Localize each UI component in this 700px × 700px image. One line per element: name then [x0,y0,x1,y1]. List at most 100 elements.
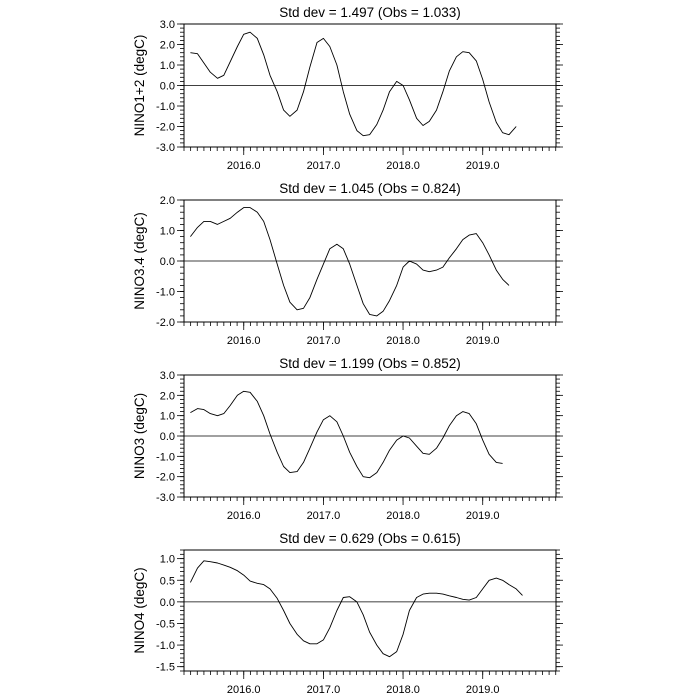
data-point [482,439,483,440]
data-point [309,297,310,298]
x-tick-label: 2018.0 [386,510,420,522]
data-point [429,121,430,122]
data-point [323,419,324,420]
data-point [283,285,284,286]
data-point [263,221,264,222]
y-tick-label: 1.0 [160,226,175,238]
data-point [336,610,337,611]
data-point [436,448,437,449]
data-point [502,463,503,464]
data-point [456,56,457,57]
x-tick-label: 2016.0 [227,160,261,172]
data-point [297,471,298,472]
data-point [269,239,270,240]
panel-title: Std dev = 0.629 (Obs = 0.615) [279,531,461,546]
x-tick-label: 2019.0 [466,160,500,172]
data-point [243,207,244,208]
x-tick-label: 2019.0 [466,684,500,696]
y-tick-label: 3.0 [160,19,175,31]
data-point [416,446,417,447]
data-point [496,270,497,271]
data-point [456,597,457,598]
data-point [303,91,304,92]
data-point [210,72,211,73]
data-point [197,568,198,569]
data-point [402,634,403,635]
data-point [210,561,211,562]
data-point [203,221,204,222]
x-tick-label: 2016.0 [227,684,261,696]
panel-title: Std dev = 1.045 (Obs = 0.824) [279,181,461,196]
data-point [383,462,384,463]
data-point [436,593,437,594]
y-tick-label: 0.0 [160,81,175,93]
data-point [376,124,377,125]
data-point [283,466,284,467]
data-point [316,643,317,644]
data-point [263,584,264,585]
panel-2: Std dev = 1.045 (Obs = 0.824) NINO3.4 (de… [132,181,563,347]
y-tick-label: 1.0 [160,411,175,423]
y-tick-label: -2.0 [156,472,175,484]
x-tick-label: 2017.0 [307,335,341,347]
panel-title: Std dev = 1.199 (Obs = 0.852) [279,356,461,371]
data-point [217,415,218,416]
data-point [369,134,370,135]
data-point [349,596,350,597]
data-point [217,562,218,563]
x-tick-label: 2019.0 [466,510,500,522]
data-point [482,79,483,80]
y-tick-label: 0.0 [160,256,175,268]
data-point [409,99,410,100]
data-point [363,476,364,477]
series-line [190,31,517,137]
data-point [316,42,317,43]
data-point [190,412,191,413]
data-point [323,263,324,264]
data-point [343,91,344,92]
data-point [250,392,251,393]
data-point [429,593,430,594]
data-point [356,130,357,131]
y-tick-label: 0.5 [160,575,175,587]
y-tick-label: -1.0 [156,451,175,463]
data-point [269,588,270,589]
data-point [190,236,191,237]
data-point [356,466,357,467]
data-point [383,110,384,111]
data-point [289,302,290,303]
data-point [336,421,337,422]
data-point [277,263,278,264]
data-point [250,32,251,33]
data-point [223,413,224,414]
data-point [502,580,503,581]
data-point [316,279,317,280]
data-point [476,597,477,598]
data-point [329,627,330,628]
data-point [223,565,224,566]
data-point [237,395,238,396]
data-point [496,462,497,463]
data-point [329,415,330,416]
data-point [303,462,304,463]
data-point [277,91,278,92]
y-tick-label: 3.0 [160,370,175,382]
data-point [190,582,191,583]
data-point [389,450,390,451]
data-point [508,134,509,135]
data-point [476,60,477,61]
data-point [502,279,503,280]
data-point [522,595,523,596]
data-point [429,454,430,455]
data-point [243,574,244,575]
x-tick-label: 2018.0 [386,684,420,696]
data-point [442,91,443,92]
y-tick-label: 1.0 [160,60,175,72]
data-point [449,595,450,596]
data-point [257,212,258,213]
data-point [369,477,370,478]
panel-title: Std dev = 1.497 (Obs = 1.033) [279,5,461,20]
data-point [369,314,370,315]
data-point [203,409,204,410]
data-point [422,453,423,454]
